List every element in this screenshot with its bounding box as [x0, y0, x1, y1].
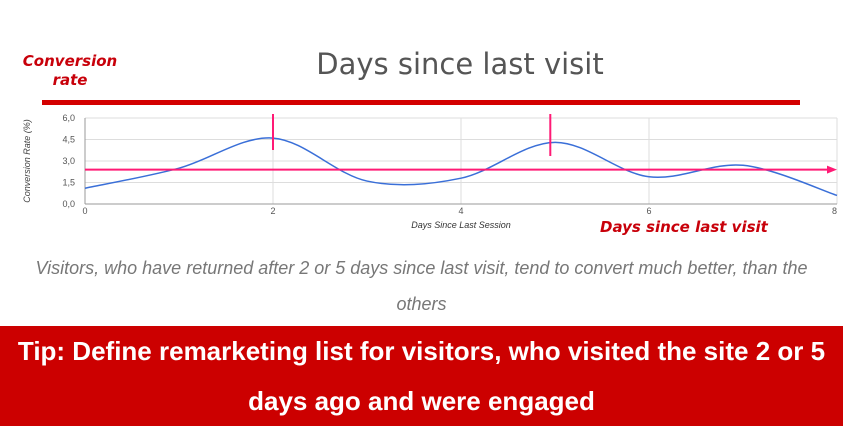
x-tick-label: 6 [646, 206, 651, 216]
x-tick-label: 0 [82, 206, 87, 216]
y-tick-label: 6,0 [62, 113, 75, 123]
y-tick-label: 3,0 [62, 156, 75, 166]
arrow-head [827, 165, 837, 174]
caption: Visitors, who have returned after 2 or 5… [35, 258, 808, 314]
y-annotation: Conversion rate [22, 52, 118, 89]
x-annotation: Days since last visit [600, 218, 768, 236]
chart: 0,0 1,5 3,0 4,5 6,0 0 2 4 6 8 Conversion Rate (%)… [22, 113, 838, 230]
tip-text: Tip: Define remarketing list for visitor… [17, 336, 826, 416]
y-tick-label: 0,0 [62, 199, 75, 209]
divider [42, 100, 800, 105]
x-axis-label: Days Since Last Session [411, 220, 511, 230]
y-axis-label: Conversion Rate (%) [22, 119, 32, 203]
series-line [84, 137, 838, 197]
x-tick-label: 4 [458, 206, 463, 216]
y-tick-label: 4,5 [62, 135, 75, 145]
y-tick-label: 1,5 [62, 178, 75, 188]
x-tick-label: 8 [832, 206, 837, 216]
page-title: Days since last visit [316, 47, 604, 81]
x-tick-label: 2 [270, 206, 275, 216]
tip-banner: Tip: Define remarketing list for visitor… [0, 326, 843, 426]
